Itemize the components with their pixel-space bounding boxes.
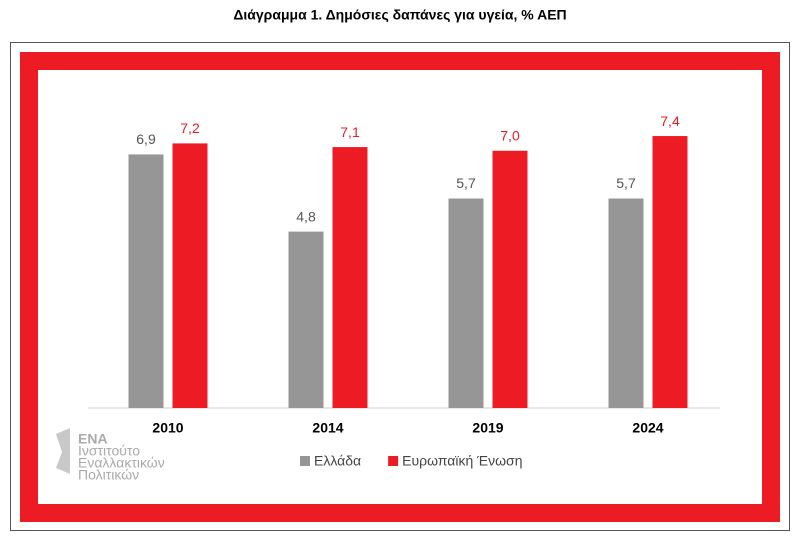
- legend-label: Ευρωπαϊκή Ένωση: [402, 453, 522, 469]
- logo: ΕΝΑ Ινστιτούτο Εναλλακτικών Πολιτικών: [56, 428, 165, 483]
- data-label: 7,2: [180, 120, 200, 136]
- data-label: 7,4: [660, 113, 680, 129]
- logo-icon: [56, 428, 70, 474]
- legend-swatch: [388, 456, 399, 466]
- logo-text: Εναλλακτικών: [78, 455, 165, 471]
- chart-title: Διάγραμμα 1. Δημόσιες δαπάνες για υγεία,…: [233, 7, 566, 23]
- legend-swatch: [300, 456, 310, 466]
- data-label: 6,9: [136, 131, 156, 147]
- x-tick-label: 2014: [312, 420, 343, 436]
- x-tick-label: 2010: [152, 420, 183, 436]
- bar: [492, 150, 528, 408]
- bar: [172, 143, 208, 408]
- bar: [448, 198, 484, 408]
- x-tick-label: 2019: [472, 420, 503, 436]
- bar: [288, 231, 324, 408]
- data-label: 5,7: [616, 175, 636, 191]
- data-label: 7,0: [500, 127, 520, 143]
- bar: [608, 198, 644, 408]
- logo-text: Ινστιτούτο: [78, 443, 140, 459]
- data-label: 7,1: [340, 124, 360, 140]
- legend-label: Ελλάδα: [314, 453, 361, 469]
- logo-text: ΕΝΑ: [78, 431, 108, 447]
- x-tick-label: 2024: [632, 420, 663, 436]
- logo-text: Πολιτικών: [78, 467, 139, 483]
- data-label: 5,7: [456, 175, 476, 191]
- outer-border: [10, 42, 790, 531]
- red-frame: [20, 52, 780, 522]
- bar: [652, 136, 688, 409]
- bar: [332, 147, 368, 408]
- bar: [128, 154, 164, 408]
- data-label: 4,8: [296, 208, 316, 224]
